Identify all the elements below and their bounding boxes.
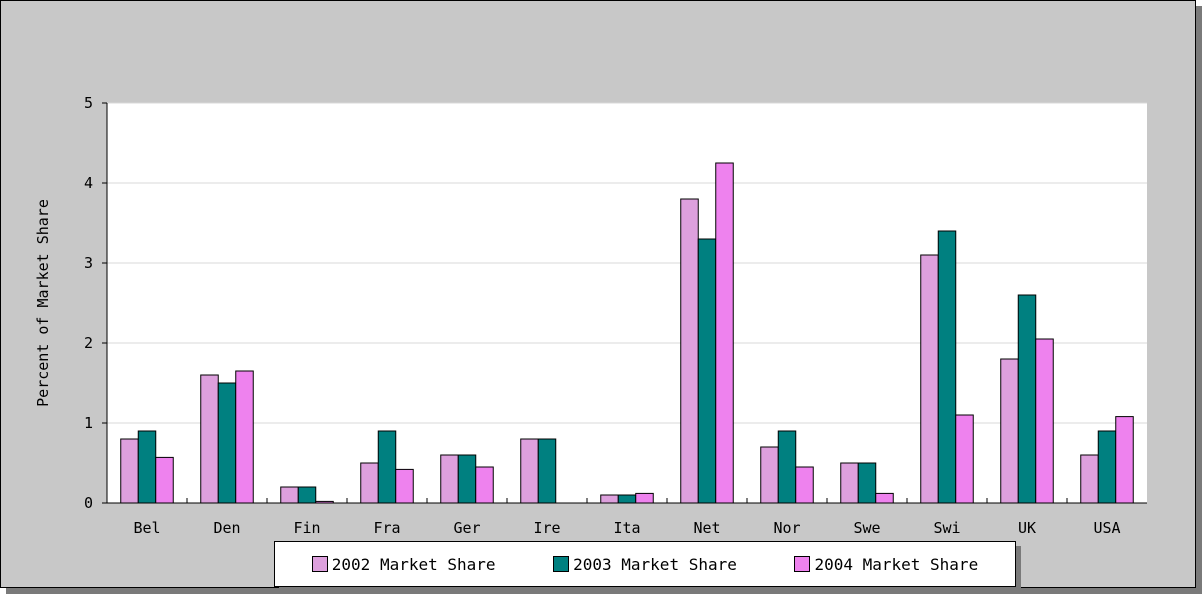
bar [200, 374, 219, 504]
y-tick-label: 0 [84, 494, 93, 512]
bar [120, 438, 139, 504]
x-tick-label: Fin [293, 519, 320, 537]
bar [137, 430, 157, 504]
legend-item: 2002 Market Share [311, 554, 496, 574]
bar [235, 370, 254, 504]
legend-item: 2003 Market Share [553, 555, 737, 574]
bar [1017, 294, 1037, 504]
bar [520, 438, 539, 504]
x-tick-label: Nor [773, 519, 800, 537]
y-tick-label: 1 [84, 414, 93, 432]
x-tick-label: Fra [373, 519, 400, 537]
bar [795, 466, 814, 504]
frame-shadow-right [1196, 6, 1202, 590]
bar [715, 162, 734, 504]
bar [1115, 416, 1134, 504]
x-tick-label: Den [213, 519, 240, 537]
bar [955, 414, 974, 504]
bar [537, 438, 557, 504]
bar [635, 492, 654, 504]
bar [937, 230, 957, 504]
bar [697, 238, 717, 504]
bar [360, 462, 379, 504]
x-tick-label: Net [693, 519, 720, 537]
axes [102, 102, 1147, 504]
bars [120, 162, 1134, 504]
y-axis-label: Percent of Market Share [34, 199, 52, 407]
bar [377, 430, 397, 504]
plot-area [107, 103, 1147, 503]
x-tick-label: Swi [933, 519, 960, 537]
bar [1080, 454, 1099, 504]
bar [777, 430, 797, 504]
bar [217, 382, 237, 504]
y-tick-label: 5 [84, 94, 93, 112]
bar [617, 494, 637, 504]
y-tick-label: 2 [84, 334, 93, 352]
bar [875, 492, 894, 504]
legend-swatch [553, 556, 570, 572]
bar [475, 466, 494, 504]
bar [600, 494, 619, 504]
legend-swatch [311, 556, 328, 572]
bar [395, 468, 414, 504]
bar [1035, 338, 1054, 504]
legend-swatch [794, 556, 811, 572]
x-tick-label: Ger [453, 519, 480, 537]
y-tick-label: 3 [84, 254, 93, 272]
x-tick-label: Ita [613, 519, 640, 537]
x-tick-label: UK [1018, 519, 1036, 537]
legend-label: 2003 Market Share [573, 554, 737, 574]
tick-labels: 0 1 2 3 4 5 Bel Den Fin Fra Ger Ire Ita Net Nor Swe Swi U… [84, 94, 1121, 537]
x-tick-label: Swe [853, 519, 880, 537]
bar [297, 486, 317, 504]
x-tick-label: Bel [133, 519, 160, 537]
bar [920, 254, 939, 504]
bar [680, 198, 699, 504]
bar [857, 462, 877, 504]
legend-item: 2004 Market Share [794, 555, 978, 574]
x-tick-label: Ire [533, 519, 560, 537]
bar [1000, 358, 1019, 504]
bar [1097, 430, 1117, 504]
legend-label: 2002 Market Share [331, 554, 496, 574]
bar [155, 456, 174, 504]
frame-shadow-bottom [6, 588, 1202, 594]
bar [440, 454, 459, 504]
bar [280, 486, 299, 504]
bar [457, 454, 477, 504]
y-tick-label: 4 [84, 174, 93, 192]
x-tick-label: USA [1093, 519, 1120, 537]
legend-label: 2004 Market Share [814, 554, 979, 574]
bar [760, 446, 779, 504]
bar [840, 462, 859, 504]
legend: 2002 Market Share 2003 Market Share 2004 M… [274, 541, 1016, 587]
